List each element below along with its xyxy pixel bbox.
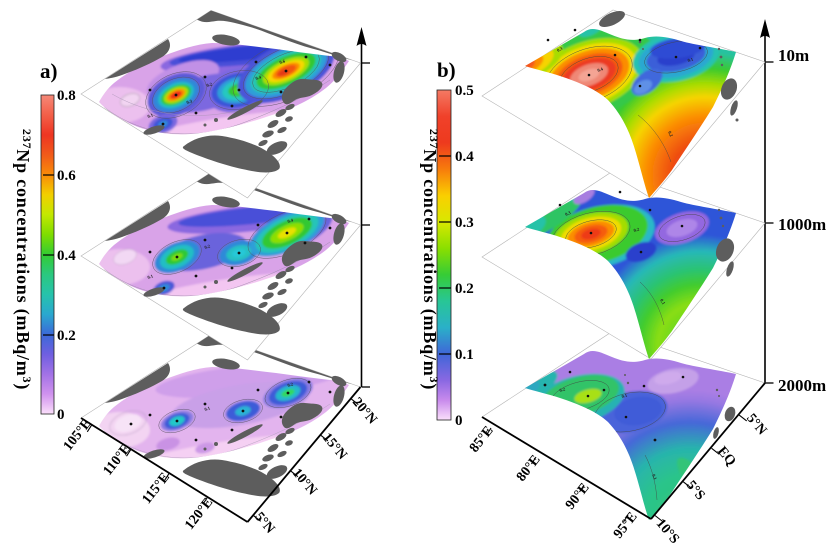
svg-text:0.3: 0.3	[556, 45, 564, 53]
svg-text:110°E: 110°E	[101, 442, 134, 479]
svg-text:0.6: 0.6	[57, 168, 76, 184]
svg-text:0.2: 0.2	[206, 81, 214, 88]
svg-text:0.1: 0.1	[455, 347, 474, 363]
svg-text:b): b)	[437, 58, 456, 82]
svg-text:5°S: 5°S	[683, 478, 708, 503]
svg-text:EQ: EQ	[714, 444, 739, 469]
svg-text:0.3: 0.3	[186, 98, 194, 105]
svg-text:0.1: 0.1	[204, 405, 212, 412]
svg-text:0.2: 0.2	[633, 226, 640, 232]
svg-text:237Np concentrations (mBq/m3): 237Np concentrations (mBq/m3)	[419, 129, 441, 390]
svg-text:0.2: 0.2	[57, 328, 76, 344]
svg-text:0.5: 0.5	[455, 83, 474, 99]
svg-text:0.6: 0.6	[279, 58, 287, 65]
svg-text:0.1: 0.1	[621, 392, 628, 398]
svg-text:105°E: 105°E	[61, 416, 95, 454]
svg-text:0.1: 0.1	[147, 273, 155, 280]
svg-text:10m: 10m	[778, 46, 809, 65]
svg-text:0.2: 0.2	[455, 281, 474, 297]
svg-text:0.1: 0.1	[651, 473, 658, 481]
svg-text:5°N: 5°N	[743, 411, 769, 438]
svg-text:0.2: 0.2	[204, 243, 212, 250]
svg-text:10°S: 10°S	[653, 516, 682, 545]
svg-text:0.4: 0.4	[455, 149, 474, 165]
svg-text:0.4: 0.4	[57, 248, 76, 264]
svg-text:1000m: 1000m	[778, 215, 826, 234]
svg-text:80°E: 80°E	[514, 453, 544, 485]
svg-text:0.2: 0.2	[559, 386, 567, 393]
svg-text:0.1: 0.1	[659, 298, 667, 306]
svg-text:0: 0	[57, 407, 65, 423]
svg-text:0.8: 0.8	[57, 88, 76, 104]
svg-text:120°E: 120°E	[182, 495, 216, 533]
svg-text:85°E: 85°E	[467, 424, 497, 456]
svg-text:0.2: 0.2	[287, 381, 295, 388]
svg-text:20°N: 20°N	[349, 395, 380, 427]
svg-text:a): a)	[40, 59, 58, 83]
svg-text:90°E: 90°E	[563, 481, 593, 513]
svg-text:0.3: 0.3	[564, 210, 572, 217]
svg-text:0.1: 0.1	[687, 56, 694, 62]
svg-text:115°E: 115°E	[140, 470, 173, 507]
svg-text:0.4: 0.4	[255, 74, 263, 81]
svg-text:0.3: 0.3	[455, 215, 474, 231]
svg-text:0.4: 0.4	[287, 217, 295, 224]
svg-text:237Np concentrations (mBq/m3): 237Np concentrations (mBq/m3)	[12, 129, 34, 390]
svg-text:0.1: 0.1	[147, 112, 155, 119]
svg-text:10°N: 10°N	[289, 466, 320, 498]
svg-text:2000m: 2000m	[778, 376, 826, 395]
svg-text:0.2: 0.2	[667, 130, 674, 138]
svg-text:95°E: 95°E	[611, 510, 641, 542]
svg-text:15°N: 15°N	[319, 430, 350, 462]
svg-text:0: 0	[455, 413, 463, 429]
svg-text:0.4: 0.4	[597, 66, 605, 73]
